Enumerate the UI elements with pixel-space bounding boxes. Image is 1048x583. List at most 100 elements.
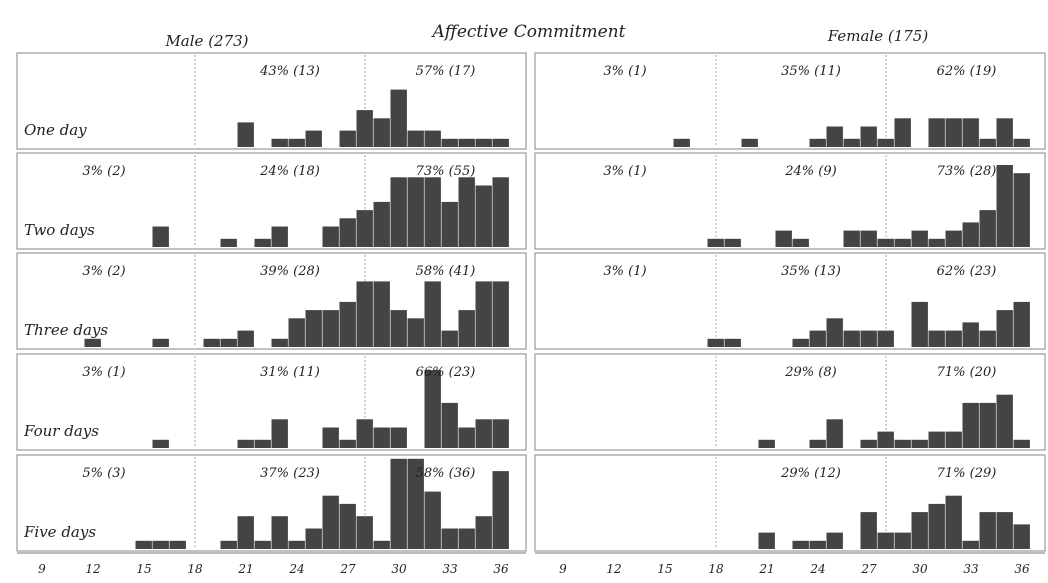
panel-female-row-2: 3% (1) 24% (9) 73% (28) xyxy=(534,152,1046,250)
histogram-bar xyxy=(492,281,509,347)
x-tick-label: 18 xyxy=(708,562,724,576)
histogram-bar xyxy=(305,130,322,147)
histogram-bar xyxy=(152,226,169,247)
histogram-bar xyxy=(962,402,979,448)
histogram-bar xyxy=(894,238,911,247)
percent-label: 66% (23) xyxy=(416,365,476,380)
percent-label: 3% (1) xyxy=(603,164,646,179)
histogram-bar xyxy=(979,512,996,549)
histogram-bar xyxy=(339,503,356,549)
percent-label: 71% (29) xyxy=(937,466,997,481)
histogram-bar xyxy=(996,118,1013,147)
histogram-bar xyxy=(860,230,877,247)
histogram-bar xyxy=(288,540,305,549)
histogram-bar xyxy=(996,394,1013,448)
histogram-bar xyxy=(322,427,339,448)
percent-label: 39% (28) xyxy=(260,264,320,279)
percent-label: 3% (1) xyxy=(603,264,646,279)
percent-label: 73% (55) xyxy=(416,164,476,179)
column-header-female: Female (175) xyxy=(827,27,929,45)
histogram-bar xyxy=(843,330,860,347)
histogram-bar xyxy=(390,89,407,147)
histogram-bar xyxy=(373,118,390,147)
histogram-bar xyxy=(288,138,305,147)
histogram-bar xyxy=(407,177,424,247)
histogram-bar xyxy=(458,427,475,448)
row-label: Five days xyxy=(23,523,96,541)
x-tick-label: 9 xyxy=(38,562,46,576)
x-tick-label: 12 xyxy=(85,562,100,576)
histogram-bar xyxy=(322,226,339,247)
panel-female-row-4: 29% (8) 71% (20) xyxy=(534,353,1046,451)
x-tick-label: 18 xyxy=(187,562,203,576)
histogram-bar xyxy=(928,503,945,549)
panel-frame xyxy=(16,52,527,150)
histogram-bar xyxy=(492,419,509,448)
histogram-bar xyxy=(996,165,1013,247)
percent-label: 29% (12) xyxy=(780,466,841,481)
histogram-bar xyxy=(220,338,237,347)
histogram-bar xyxy=(809,540,826,549)
percent-label: 3% (2) xyxy=(82,264,125,279)
histogram-bar xyxy=(475,516,492,549)
histogram-bar xyxy=(203,338,220,347)
histogram-bar xyxy=(441,402,458,448)
row-label: One day xyxy=(24,121,87,139)
percent-label: 35% (11) xyxy=(781,64,841,79)
histogram-bar xyxy=(441,138,458,147)
histogram-bar xyxy=(945,230,962,247)
histogram-bar xyxy=(979,330,996,347)
x-tick-label: 21 xyxy=(237,562,253,576)
histogram-bar xyxy=(945,330,962,347)
percent-label: 5% (3) xyxy=(82,466,125,481)
histogram-bar xyxy=(809,138,826,147)
histogram-bar xyxy=(826,532,843,549)
histogram-bar xyxy=(962,118,979,147)
histogram-bar xyxy=(254,238,271,247)
histogram-bar xyxy=(169,540,186,549)
histogram-bar xyxy=(441,201,458,247)
histogram-bar xyxy=(220,540,237,549)
panel-male-row-5: 5% (3) 37% (23) 58% (36) Five days xyxy=(16,454,527,552)
histogram-bar xyxy=(271,419,288,448)
histogram-bar xyxy=(860,126,877,147)
histogram-bar xyxy=(894,118,911,147)
histogram-bar xyxy=(911,439,928,448)
histogram-bar xyxy=(843,230,860,247)
x-tick-label: 24 xyxy=(288,562,304,576)
percent-label: 35% (13) xyxy=(781,264,841,279)
histogram-bar xyxy=(877,330,894,347)
panel-male-row-4: 3% (1) 31% (11) 66% (23) Four days xyxy=(16,353,527,451)
percent-label: 58% (41) xyxy=(416,264,476,279)
histogram-bar xyxy=(877,431,894,448)
histogram-bar xyxy=(305,528,322,549)
histogram-bar xyxy=(792,338,809,347)
histogram-bar xyxy=(237,439,254,448)
histogram-bar xyxy=(339,130,356,147)
histogram-bar xyxy=(390,427,407,448)
histogram-bar xyxy=(237,330,254,347)
histogram-bar xyxy=(877,138,894,147)
chart-title: Affective Commitment xyxy=(431,22,626,42)
histogram-bar xyxy=(962,222,979,247)
percent-label: 62% (19) xyxy=(937,64,997,79)
histogram-bar xyxy=(877,238,894,247)
histogram-bar xyxy=(356,516,373,549)
histogram-bar xyxy=(373,201,390,247)
x-tick-label: 36 xyxy=(1014,562,1030,576)
histogram-bar xyxy=(758,532,775,549)
histogram-bar xyxy=(441,528,458,549)
histogram-bar xyxy=(475,138,492,147)
histogram-bar xyxy=(1013,173,1030,247)
histogram-bar xyxy=(373,427,390,448)
row-label: Three days xyxy=(24,321,108,339)
histogram-bar xyxy=(979,210,996,247)
histogram-bar xyxy=(775,230,792,247)
panel-female-row-5: 29% (12) 71% (29) xyxy=(534,454,1046,552)
row-label: Four days xyxy=(23,422,99,440)
panel-male-row-2: 3% (2) 24% (18) 73% (55) Two days xyxy=(16,152,527,250)
histogram-bar xyxy=(673,138,690,147)
histogram-bar xyxy=(84,338,101,347)
histogram-bar xyxy=(339,439,356,448)
histogram-bar xyxy=(458,310,475,347)
